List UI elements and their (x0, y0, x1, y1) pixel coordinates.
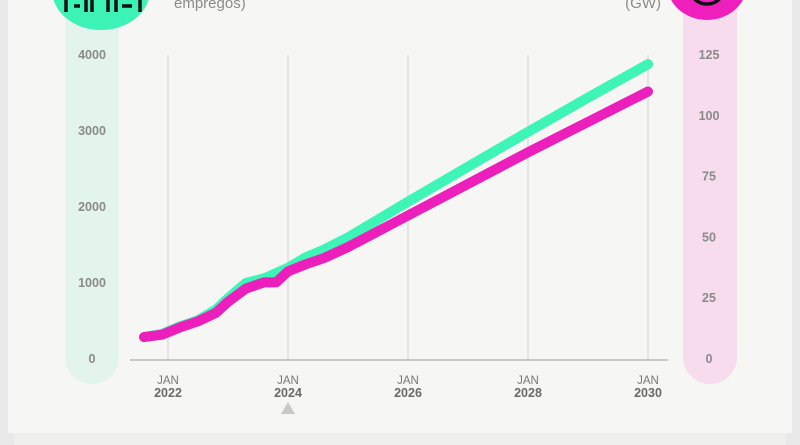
footer-bar (14, 433, 786, 445)
building-icon-badge (52, 0, 150, 30)
right-y-tick-label: 25 (702, 291, 716, 305)
left-y-tick-label: 1000 (78, 276, 106, 290)
right-y-tick-label: 125 (699, 48, 720, 62)
left-y-tick-label: 3000 (78, 124, 106, 138)
circle-icon-badge (667, 0, 747, 20)
right-axis-background (683, 0, 737, 384)
current-date-marker (281, 402, 295, 414)
x-tick-year-label: 2024 (274, 386, 302, 400)
capacity-series-line (139, 86, 653, 343)
x-tick-month-label: JAN (397, 375, 419, 387)
x-tick-year-label: 2022 (154, 386, 182, 400)
left-axis-title: empregos) (174, 0, 246, 12)
left-y-tick-label: 4000 (78, 48, 106, 62)
right-y-tick-label: 75 (702, 170, 716, 184)
x-tick-year-label: 2030 (634, 386, 662, 400)
circle-icon (693, 0, 721, 6)
x-tick-year-label: 2026 (394, 386, 422, 400)
x-tick-month-label: JAN (277, 375, 299, 387)
right-y-tick-label: 50 (702, 230, 716, 244)
x-tick-year-label: 2028 (514, 386, 542, 400)
jobs-series-line (139, 59, 653, 342)
left-y-tick-label: 0 (89, 352, 96, 366)
left-y-tick-label: 2000 (78, 200, 106, 214)
right-axis-title: (GW) (625, 0, 661, 12)
x-tick-month-label: JAN (157, 375, 179, 387)
building-icon (64, 0, 142, 12)
left-axis-background (65, 0, 119, 384)
x-tick-month-label: JAN (517, 375, 539, 387)
right-y-tick-label: 100 (699, 109, 720, 123)
right-y-tick-label: 0 (706, 352, 713, 366)
x-tick-month-label: JAN (637, 375, 659, 387)
